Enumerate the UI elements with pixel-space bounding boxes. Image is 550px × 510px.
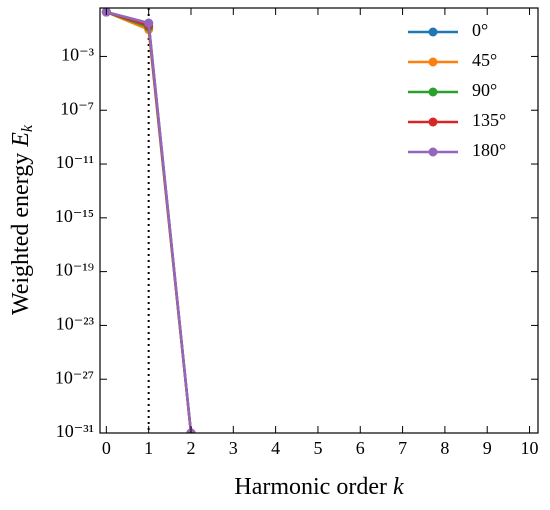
- y-label-text: Weighted energy: [8, 147, 34, 315]
- x-tick-label: 2: [186, 438, 195, 458]
- y-label-sub: k: [19, 124, 36, 132]
- x-tick-label: 0: [102, 438, 111, 458]
- x-tick-label: 3: [229, 438, 238, 458]
- plot-area: [101, 8, 196, 433]
- legend-label: 45°: [472, 50, 497, 70]
- x-tick-label: 5: [313, 438, 322, 458]
- y-tick-label: 10⁻¹⁵: [55, 206, 94, 226]
- x-tick-label: 7: [398, 438, 407, 458]
- y-tick-label: 10⁻¹¹: [56, 152, 94, 172]
- axes-frame: [99, 7, 539, 434]
- legend-swatch-marker: [428, 117, 438, 127]
- x-label-var: k: [393, 474, 404, 500]
- x-tick-label: 10: [521, 438, 539, 458]
- x-tick-label: 6: [356, 438, 365, 458]
- y-label-var: E: [8, 132, 34, 148]
- x-tick-label: 9: [483, 438, 492, 458]
- x-label-text: Harmonic order: [234, 474, 393, 500]
- y-axis-label: Weighted energy Ek: [8, 124, 36, 315]
- legend-label: 180°: [472, 140, 506, 160]
- x-axis-label: Harmonic order k: [234, 474, 404, 500]
- x-tick-label: 4: [271, 438, 280, 458]
- legend-label: 90°: [472, 80, 497, 100]
- legend-swatch-marker: [428, 27, 438, 37]
- legend-label: 0°: [472, 20, 488, 40]
- legend-swatch-marker: [428, 57, 438, 67]
- y-tick-label: 10⁻⁷: [60, 98, 94, 118]
- y-tick-label: 10⁻³¹: [56, 421, 94, 441]
- y-tick-label: 10⁻¹⁹: [55, 260, 94, 280]
- y-tick-label: 10⁻²³: [56, 314, 95, 334]
- legend-swatch-marker: [428, 87, 438, 97]
- data-point: [144, 18, 154, 28]
- legend-label: 135°: [472, 110, 506, 130]
- x-tick-label: 8: [440, 438, 449, 458]
- y-tick-label: 10⁻³: [61, 45, 95, 65]
- legend-swatch-marker: [428, 147, 438, 157]
- x-tick-label: 1: [144, 438, 153, 458]
- y-tick-label: 10⁻²⁷: [55, 367, 94, 387]
